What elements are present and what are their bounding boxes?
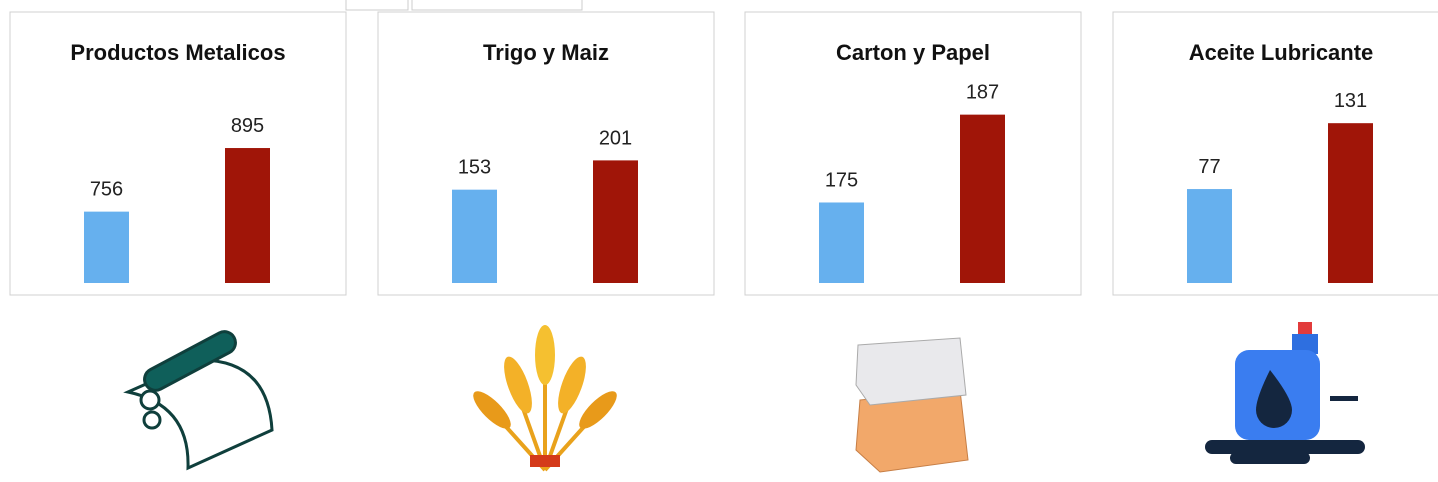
- page: Productos Metalicos 756 895 Trigo y Maiz 153…: [0, 0, 1438, 482]
- bar: [452, 190, 497, 283]
- bar: [1328, 123, 1373, 283]
- toolbar-fragment: [346, 0, 408, 10]
- value-label: 175: [825, 169, 858, 191]
- value-label: 756: [90, 179, 123, 201]
- value-label: 895: [231, 115, 264, 137]
- toolbar-fragment: [412, 0, 582, 10]
- bar: [819, 202, 864, 283]
- bar: [225, 148, 270, 283]
- value-label: 187: [966, 82, 999, 104]
- chart-title: Carton y Papel: [836, 40, 990, 65]
- bar: [1187, 189, 1232, 283]
- dashboard: Productos Metalicos 756 895 Trigo y Maiz 153…: [0, 0, 1438, 482]
- bar: [960, 115, 1005, 283]
- oil-icon: [1205, 322, 1365, 464]
- chart-title: Trigo y Maiz: [483, 40, 609, 65]
- wheat-icon: [468, 325, 622, 470]
- metal-icon: [128, 328, 272, 468]
- value-label: 201: [599, 127, 632, 149]
- chart-title: Productos Metalicos: [70, 40, 285, 65]
- bar: [84, 212, 129, 283]
- box-icon: [856, 338, 968, 472]
- value-label: 77: [1198, 156, 1220, 178]
- value-label: 153: [458, 157, 491, 179]
- chart-title: Aceite Lubricante: [1189, 40, 1374, 65]
- value-label: 131: [1334, 90, 1367, 112]
- bar: [593, 160, 638, 283]
